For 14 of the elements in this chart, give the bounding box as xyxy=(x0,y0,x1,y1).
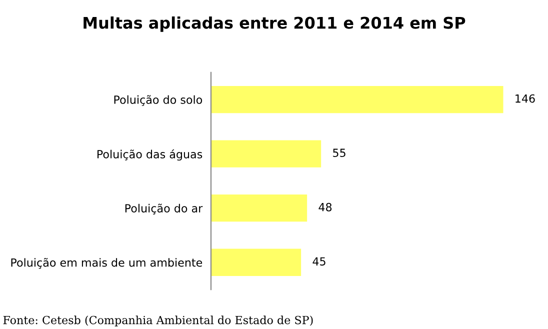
chart-title: Multas aplicadas entre 2011 e 2014 em SP xyxy=(84,16,466,32)
data-label: 48 xyxy=(318,202,332,212)
y-tick-label: Poluição do ar xyxy=(125,204,203,214)
bar xyxy=(210,140,322,168)
data-label: 146 xyxy=(516,94,535,103)
y-tick-label: Poluição do solo xyxy=(114,95,202,106)
data-label: 55 xyxy=(333,148,346,158)
y-tick-label: Poluição das águas xyxy=(97,149,202,161)
bar xyxy=(210,248,302,276)
bar xyxy=(210,86,504,114)
bar xyxy=(210,194,308,222)
source-note: Fonte: Cetesb (Companhia Ambiental do Estado de SP) xyxy=(3,316,313,326)
y-tick-label: Poluição em mais de um ambiente xyxy=(11,258,202,269)
data-label: 45 xyxy=(312,257,326,266)
